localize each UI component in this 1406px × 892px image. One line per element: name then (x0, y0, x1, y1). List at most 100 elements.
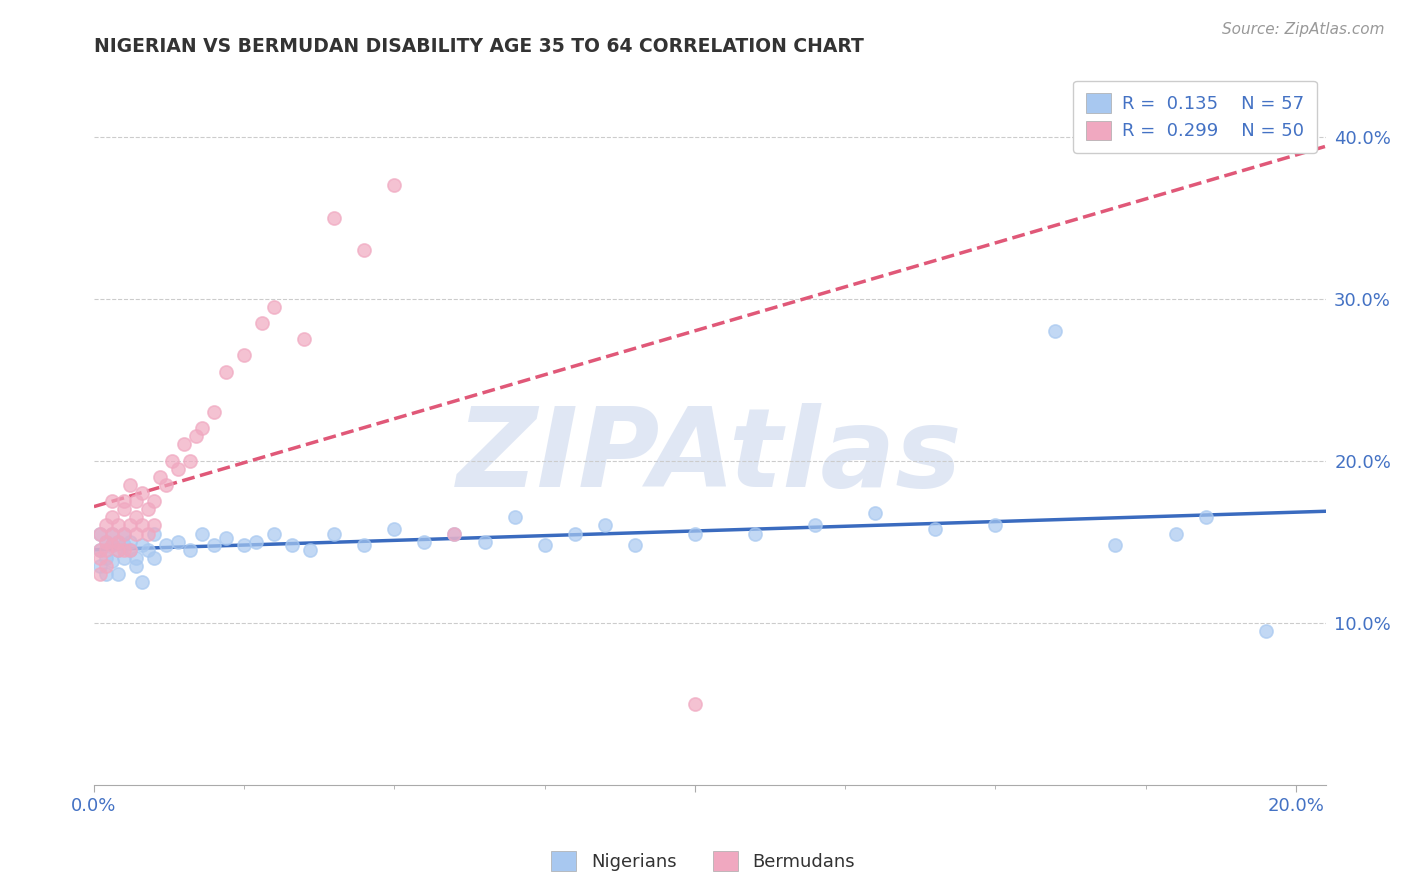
Point (131, 538, 153, 552)
Point (191, 421, 214, 435)
Point (924, 522, 946, 536)
Point (804, 518, 827, 533)
Point (125, 494, 148, 508)
Point (94, 542, 117, 557)
Point (1045, 324, 1067, 338)
Point (382, 178, 405, 193)
Point (136, 542, 159, 557)
Point (94, 534, 117, 549)
Point (233, 538, 256, 552)
Point (107, 542, 129, 557)
Point (94, 550, 117, 565)
Point (112, 502, 135, 516)
Legend: Nigerians, Bermudans: Nigerians, Bermudans (544, 844, 862, 879)
Point (131, 518, 153, 533)
Point (191, 526, 214, 541)
Point (1254, 624, 1277, 638)
Point (118, 534, 141, 549)
Point (125, 559, 148, 574)
Point (94, 567, 117, 582)
Point (94, 534, 117, 549)
Point (107, 534, 129, 549)
Point (112, 550, 135, 565)
Point (167, 534, 190, 549)
Point (107, 518, 129, 533)
Point (107, 567, 129, 582)
Point (353, 538, 375, 552)
Point (89, 559, 111, 574)
Point (623, 538, 645, 552)
Point (136, 502, 159, 516)
Point (744, 526, 766, 541)
Text: ZIPAtlas: ZIPAtlas (457, 403, 963, 510)
Point (382, 522, 405, 536)
Point (263, 526, 285, 541)
Point (94, 518, 117, 533)
Point (101, 538, 124, 552)
Point (215, 365, 238, 379)
Point (101, 526, 124, 541)
Point (131, 575, 153, 590)
Point (863, 506, 886, 520)
Point (89, 542, 111, 557)
Point (215, 532, 238, 546)
Point (143, 518, 166, 533)
Legend: R =  0.135    N = 57, R =  0.299    N = 50: R = 0.135 N = 57, R = 0.299 N = 50 (1073, 81, 1317, 153)
Point (94, 559, 117, 574)
Point (112, 542, 135, 557)
Point (143, 550, 166, 565)
Point (683, 526, 706, 541)
Point (202, 538, 225, 552)
Point (101, 494, 124, 508)
Point (1194, 510, 1216, 524)
Point (112, 526, 135, 541)
Point (281, 538, 304, 552)
Point (179, 542, 201, 557)
Point (125, 510, 148, 524)
Point (167, 462, 190, 476)
Point (101, 538, 124, 552)
Point (245, 534, 267, 549)
Point (112, 526, 135, 541)
Point (125, 526, 148, 541)
Point (179, 453, 201, 467)
Point (233, 348, 256, 362)
Point (1104, 538, 1126, 552)
Point (107, 534, 129, 549)
Point (143, 494, 166, 508)
Point (593, 518, 616, 533)
Point (118, 518, 141, 533)
Point (118, 542, 141, 557)
Point (155, 538, 177, 552)
Point (136, 526, 159, 541)
Point (101, 526, 124, 541)
Point (125, 550, 148, 565)
Point (1164, 526, 1187, 541)
Point (413, 534, 436, 549)
Point (353, 243, 375, 257)
Point (155, 478, 177, 492)
Point (474, 534, 496, 549)
Point (101, 510, 124, 524)
Point (533, 538, 555, 552)
Point (112, 538, 135, 552)
Point (112, 494, 135, 508)
Point (323, 211, 346, 225)
Point (984, 518, 1007, 533)
Point (173, 437, 195, 451)
Point (683, 697, 706, 711)
Point (160, 453, 183, 467)
Point (107, 542, 129, 557)
Point (292, 332, 315, 346)
Point (250, 316, 273, 330)
Point (118, 478, 141, 492)
Text: Source: ZipAtlas.com: Source: ZipAtlas.com (1222, 22, 1385, 37)
Point (89, 526, 111, 541)
Point (323, 526, 346, 541)
Point (89, 542, 111, 557)
Point (443, 526, 465, 541)
Point (184, 429, 207, 443)
Text: NIGERIAN VS BERMUDAN DISABILITY AGE 35 TO 64 CORRELATION CHART: NIGERIAN VS BERMUDAN DISABILITY AGE 35 T… (94, 37, 863, 56)
Point (131, 486, 153, 500)
Point (118, 542, 141, 557)
